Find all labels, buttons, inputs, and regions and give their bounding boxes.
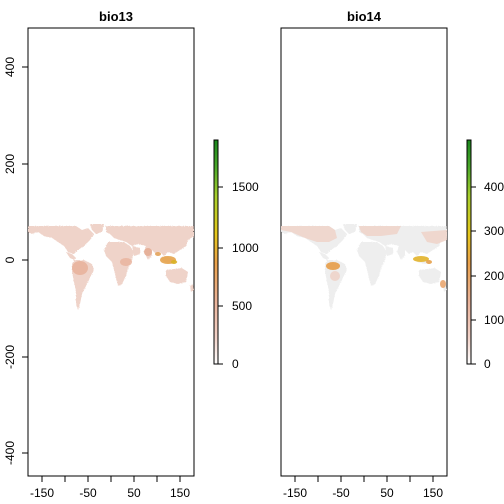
y-tick-label: 400 [3, 57, 17, 77]
color-legend: 1500 1000 500 0 [213, 139, 259, 371]
legend-tick-label: 200 [484, 269, 504, 283]
legend-tick-label: 100 [484, 313, 504, 327]
x-axis: -150 -50 50 150 [283, 476, 443, 500]
x-tick-label: -150 [30, 486, 54, 500]
y-axis: 400 200 0 -200 -400 [3, 57, 28, 465]
color-bar [466, 139, 472, 365]
legend-tick-label: 400 [484, 180, 504, 194]
x-tick-label: 150 [423, 486, 443, 500]
moist-highlight [281, 226, 447, 288]
y-tick-label: 0 [3, 256, 17, 263]
y-tick-label: -400 [3, 441, 17, 465]
legend-tick-label: 0 [232, 357, 239, 371]
legend-tick-label: 0 [484, 357, 491, 371]
panel-title: bio14 [347, 9, 382, 24]
tropical-highlight [72, 248, 177, 275]
color-legend: 400 300 200 100 0 [466, 139, 504, 371]
legend-tick-label: 500 [232, 299, 252, 313]
x-tick-label: 50 [127, 486, 141, 500]
x-tick-label: 50 [380, 486, 394, 500]
x-tick-label: -50 [332, 486, 350, 500]
legend-tick-label: 1000 [232, 241, 259, 255]
x-tick-label: 150 [170, 486, 190, 500]
map-raster [281, 224, 447, 310]
legend-tick-label: 300 [484, 224, 504, 238]
x-tick-label: -150 [283, 486, 307, 500]
panel-title: bio13 [99, 9, 133, 24]
legend-tick-label: 1500 [232, 180, 259, 194]
y-tick-label: -200 [3, 345, 17, 369]
panel-bio14: bio14 -150 [280, 9, 504, 500]
x-tick-label: -50 [79, 486, 97, 500]
panel-bio13: bio13 400 200 0 -200 [3, 9, 259, 500]
color-bar [213, 139, 219, 365]
y-tick-label: 200 [3, 154, 17, 174]
x-axis: -150 -50 50 150 [30, 476, 190, 500]
map-raster [28, 224, 194, 310]
